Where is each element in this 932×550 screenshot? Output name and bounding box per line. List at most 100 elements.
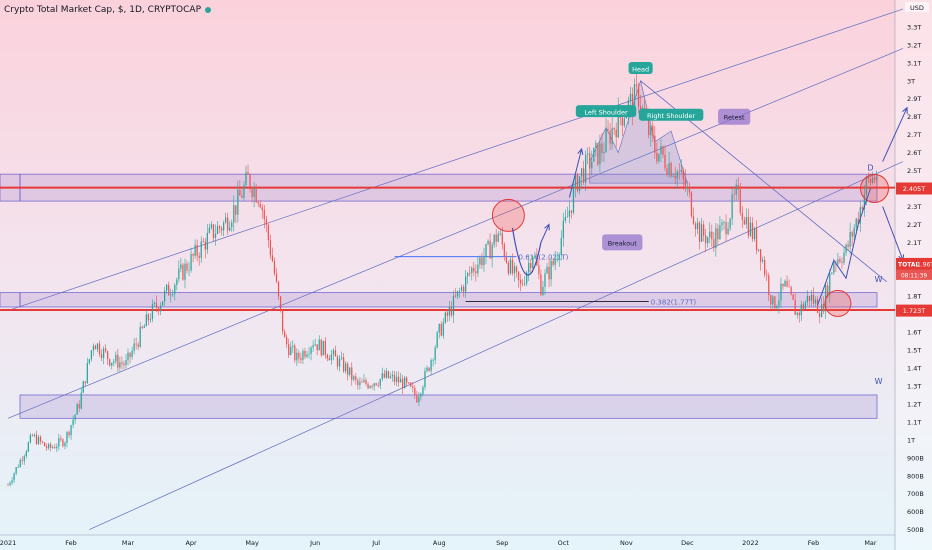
- candle-body: [119, 362, 121, 368]
- support-resistance-zone: [19, 394, 878, 419]
- candle-body: [560, 238, 562, 256]
- candle-body: [672, 176, 674, 178]
- candle-body: [660, 146, 662, 154]
- candle-body: [796, 312, 798, 315]
- candle-body: [574, 174, 577, 188]
- candle-body: [261, 207, 263, 211]
- candle-body: [25, 451, 27, 457]
- candle-body: [788, 286, 790, 288]
- candle-body: [84, 381, 86, 384]
- y-tick-label: 900B: [907, 454, 924, 462]
- candle-body: [361, 381, 363, 383]
- candle-body: [666, 168, 668, 175]
- candle-body: [420, 393, 422, 397]
- candle-body: [703, 224, 705, 236]
- candle-body: [381, 373, 383, 379]
- candle-body: [855, 218, 857, 228]
- candle-body: [186, 263, 188, 271]
- candle-body: [747, 216, 750, 236]
- channel-line: [7, 8, 904, 311]
- wave-letter: W: [875, 275, 883, 284]
- zone-left-cap: [0, 292, 21, 308]
- candle-body: [300, 358, 302, 360]
- candle-body: [157, 307, 160, 312]
- candle-body: [843, 252, 845, 263]
- candle-body: [753, 228, 756, 239]
- candle-body: [857, 218, 859, 224]
- channel-line: [7, 48, 904, 419]
- x-tick-label: Dec: [681, 539, 694, 547]
- candle-body: [204, 241, 206, 250]
- candle-body: [399, 378, 402, 383]
- candle-body: [328, 358, 331, 361]
- candle-body: [705, 235, 707, 244]
- candle-body: [96, 343, 99, 350]
- candle-body: [452, 295, 455, 316]
- candle-body: [684, 179, 686, 189]
- candle-body: [821, 303, 823, 317]
- candle-body: [772, 296, 774, 305]
- candle-body: [269, 240, 272, 256]
- candle-body: [107, 351, 109, 360]
- candle-body: [31, 435, 34, 436]
- countdown-badge: [896, 269, 932, 280]
- candle-body: [70, 425, 72, 436]
- wave-letter: W: [875, 377, 883, 386]
- candle-body: [88, 359, 90, 364]
- candle-body: [117, 354, 119, 368]
- candle-body: [391, 374, 394, 377]
- candle-body: [721, 222, 723, 226]
- candle-body: [713, 239, 715, 249]
- candle-body: [719, 225, 721, 240]
- candle-body: [302, 350, 304, 360]
- candle-body: [68, 432, 70, 436]
- candle-body: [654, 135, 656, 153]
- candle-body: [277, 281, 280, 297]
- candle-body: [7, 484, 9, 486]
- candle-body: [379, 378, 381, 386]
- candle-body: [373, 383, 375, 387]
- candle-body: [43, 442, 46, 447]
- candle-body: [532, 256, 534, 269]
- candle-body: [326, 354, 328, 359]
- candle-body: [86, 363, 88, 384]
- candle-body: [784, 280, 786, 287]
- price-badge: [896, 257, 932, 270]
- candle-body: [430, 360, 432, 371]
- candle-body: [11, 480, 13, 483]
- candle-body: [578, 176, 581, 191]
- candle-body: [489, 240, 491, 259]
- candle-body: [670, 163, 672, 177]
- candle-body: [251, 189, 253, 198]
- candle-body: [229, 227, 231, 231]
- candle-body: [806, 295, 809, 303]
- candle-body: [241, 195, 243, 198]
- y-tick-label: 2.8T: [907, 113, 921, 121]
- candle-body: [460, 286, 463, 291]
- y-tick-label: 1T: [907, 436, 915, 444]
- candle-body: [875, 176, 878, 180]
- candle-body: [428, 367, 430, 371]
- candle-body: [780, 283, 782, 301]
- candle-body: [359, 381, 361, 386]
- candle-body: [678, 171, 680, 173]
- candle-body: [454, 295, 457, 297]
- candle-body: [100, 354, 103, 359]
- candle-body: [680, 169, 682, 172]
- candle-body: [48, 444, 50, 449]
- candle-body: [491, 244, 493, 259]
- currency-label: USD: [910, 4, 924, 12]
- candle-body: [347, 363, 349, 375]
- candle-body: [92, 345, 95, 351]
- candle-body: [727, 228, 729, 235]
- candle-body: [247, 172, 249, 175]
- projection-arrow-head: [544, 223, 550, 231]
- x-tick-label: 2021: [0, 539, 16, 547]
- candle-body: [214, 233, 217, 238]
- candle-body: [410, 382, 412, 387]
- candle-body: [172, 294, 174, 295]
- fib-level-label: 0.618(2.021T): [519, 254, 569, 262]
- candle-body: [225, 217, 227, 223]
